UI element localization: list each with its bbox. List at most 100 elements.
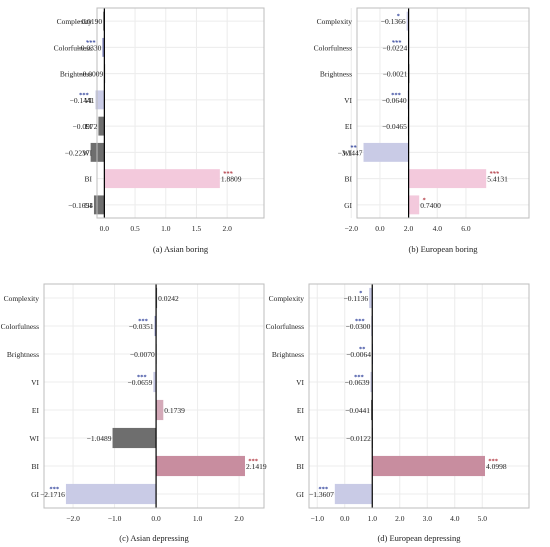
value-label: −0.0300 [346, 322, 371, 331]
value-label: 4.0998 [486, 462, 507, 471]
category-label: BI [32, 462, 40, 471]
significance-marker: *** [355, 318, 366, 325]
significance-marker: *** [223, 171, 234, 178]
category-label: Colorfulness [266, 322, 304, 331]
significance-marker: *** [392, 39, 403, 46]
value-label: −0.1366 [381, 17, 406, 26]
x-tick-label: 4.0 [450, 514, 460, 523]
bar-wi [363, 142, 409, 162]
category-label: Brightness [320, 70, 352, 79]
category-label: Colorfulness [54, 43, 92, 52]
significance-marker: *** [86, 39, 97, 46]
x-tick-label: 2.0 [222, 224, 232, 233]
x-tick-label: 0.0 [151, 514, 161, 523]
significance-marker: * [359, 290, 363, 297]
category-label: WI [82, 148, 92, 157]
x-tick-label: 5.0 [478, 514, 488, 523]
significance-marker: *** [488, 458, 499, 465]
significance-marker: *** [248, 458, 259, 465]
bar-gi [408, 195, 420, 215]
bar-vi [153, 371, 157, 393]
bar-bi [408, 169, 487, 189]
x-tick-label: 0.5 [130, 224, 140, 233]
category-label: GI [31, 490, 39, 499]
category-label: Brightness [272, 350, 304, 359]
category-label: Complexity [57, 17, 93, 26]
bar-ei [98, 116, 105, 136]
x-tick-label: 2.0 [404, 224, 414, 233]
x-tick-label: −2.0 [66, 514, 80, 523]
value-label: 2.1419 [246, 462, 267, 471]
x-tick-label: 2.0 [234, 514, 244, 523]
significance-marker: *** [489, 171, 500, 178]
value-label: 0.1739 [164, 406, 185, 415]
category-label: Brightness [60, 70, 92, 79]
value-label: −0.0659 [127, 378, 152, 387]
category-label: EI [32, 406, 40, 415]
bar-bi [372, 455, 485, 477]
significance-marker: ** [359, 346, 366, 353]
value-label: −0.1694 [68, 201, 93, 210]
bar-gi [334, 483, 373, 505]
value-label: −3.1447 [338, 148, 363, 157]
category-label: EI [297, 406, 305, 415]
chart-panel-4: Complexity Colorfulness Brightness VI EI WI BI… [266, 283, 530, 543]
value-label: −0.0122 [346, 434, 371, 443]
bar-bi [104, 169, 220, 189]
category-label: VI [84, 96, 92, 105]
value-label: −0.0465 [382, 122, 407, 131]
category-label: Brightness [7, 350, 39, 359]
x-tick-label: 0.0 [100, 224, 110, 233]
significance-marker: *** [79, 92, 90, 99]
category-label: GI [84, 201, 92, 210]
significance-marker: ** [350, 144, 357, 151]
category-label: Complexity [4, 294, 40, 303]
x-tick-label: −1.0 [108, 514, 122, 523]
value-label: −0.1136 [344, 294, 369, 303]
value-label: −0.2237 [65, 148, 90, 157]
bar-wi [112, 427, 157, 449]
significance-marker: *** [138, 318, 149, 325]
value-label: −0.0640 [382, 96, 407, 105]
x-tick-label: 0.0 [375, 224, 385, 233]
category-label: Complexity [269, 294, 305, 303]
category-label: Complexity [317, 17, 353, 26]
significance-marker: *** [49, 486, 60, 493]
bar-vi [95, 90, 105, 110]
bar-complexity [369, 287, 373, 309]
value-label: 1.8809 [221, 175, 242, 184]
x-tick-label: 1.0 [161, 224, 171, 233]
chart-panel-2: Complexity Colorfulness Brightness VI EI WI BI… [314, 7, 530, 254]
significance-marker: * [396, 13, 400, 20]
value-label: −0.0021 [383, 70, 408, 79]
bar-colorfulness [102, 37, 105, 57]
x-tick-label: −1.0 [310, 514, 324, 523]
value-label: −0.0351 [129, 322, 154, 331]
chart-panel-1: Complexity Colorfulness Brightness VI EI WI BI… [54, 7, 265, 254]
value-label: −0.0972 [73, 122, 98, 131]
category-label: VI [296, 378, 304, 387]
value-label: −0.0070 [130, 350, 155, 359]
bar-gi [65, 483, 157, 505]
value-label: −0.0009 [78, 70, 103, 79]
significance-marker: *** [391, 92, 402, 99]
value-label: −0.1441 [70, 96, 95, 105]
value-label: −0.0190 [77, 17, 102, 26]
value-label: −0.0441 [345, 406, 370, 415]
bar-complexity [406, 11, 409, 31]
plot-frame [356, 7, 530, 219]
x-tick-label: −2.0 [344, 224, 358, 233]
value-label: −0.0064 [346, 350, 371, 359]
bar-ei [371, 399, 373, 421]
value-label: 5.4131 [487, 175, 508, 184]
value-label: −0.0224 [382, 43, 407, 52]
category-label: BI [297, 462, 305, 471]
category-label: EI [345, 122, 353, 131]
category-label: GI [296, 490, 304, 499]
panel-caption: (d) European depressing [377, 533, 461, 543]
value-label: −2.1716 [40, 490, 65, 499]
value-label: −0.0330 [76, 43, 101, 52]
plot-frame [96, 7, 265, 219]
plot-frame [43, 283, 265, 509]
